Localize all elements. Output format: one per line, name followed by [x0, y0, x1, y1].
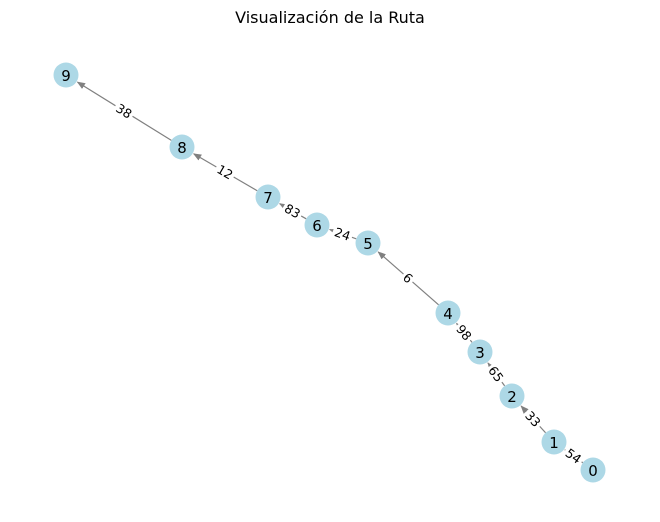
edge-weight-text: 65	[485, 363, 506, 385]
node-label: 1	[549, 434, 559, 452]
edge-label-6-7: 83	[279, 199, 306, 223]
node-1: 1	[541, 429, 567, 455]
node-0: 0	[580, 457, 606, 483]
node-label: 8	[177, 139, 187, 157]
edge-label-3-4: 98	[451, 319, 477, 346]
node-circle	[255, 184, 281, 210]
edge-weight-text: 98	[453, 322, 475, 344]
edge-label-4-5: 6	[398, 268, 418, 288]
node-label: 3	[475, 344, 485, 362]
node-label: 0	[588, 462, 598, 480]
node-circle	[580, 457, 606, 483]
diagram-title: Visualización de la Ruta	[235, 8, 425, 27]
node-label: 6	[312, 217, 322, 235]
node-5: 5	[355, 230, 381, 256]
node-circle	[53, 62, 79, 88]
node-label: 9	[61, 67, 71, 85]
edge-label-0-1: 54	[560, 443, 587, 469]
edge-weight-text: 24	[333, 224, 353, 243]
edge-label-5-6: 24	[330, 223, 355, 245]
edge-weight-text: 12	[214, 162, 235, 183]
node-label: 7	[263, 189, 273, 207]
node-8: 8	[169, 134, 195, 160]
node-circle	[467, 339, 493, 365]
node-4: 4	[435, 300, 461, 326]
edge-label-8-9: 38	[111, 98, 137, 124]
node-circle	[169, 134, 195, 160]
node-circle	[355, 230, 381, 256]
edge-label-7-8: 12	[212, 160, 238, 184]
node-9: 9	[53, 62, 79, 88]
edge-weight-text: 83	[282, 201, 303, 222]
node-7: 7	[255, 184, 281, 210]
node-circle	[499, 383, 525, 409]
node-circle	[435, 300, 461, 326]
node-label: 5	[363, 235, 373, 253]
node-circle	[304, 212, 330, 238]
node-3: 3	[467, 339, 493, 365]
node-2: 2	[499, 383, 525, 409]
node-label: 2	[507, 388, 517, 406]
edge-weight-text: 54	[563, 445, 585, 466]
node-6: 6	[304, 212, 330, 238]
edge-weight-text: 38	[113, 100, 134, 121]
edge-label-1-2: 33	[520, 406, 546, 432]
node-circle	[541, 429, 567, 455]
edge-label-2-3: 65	[483, 361, 509, 387]
node-label: 4	[443, 305, 453, 323]
